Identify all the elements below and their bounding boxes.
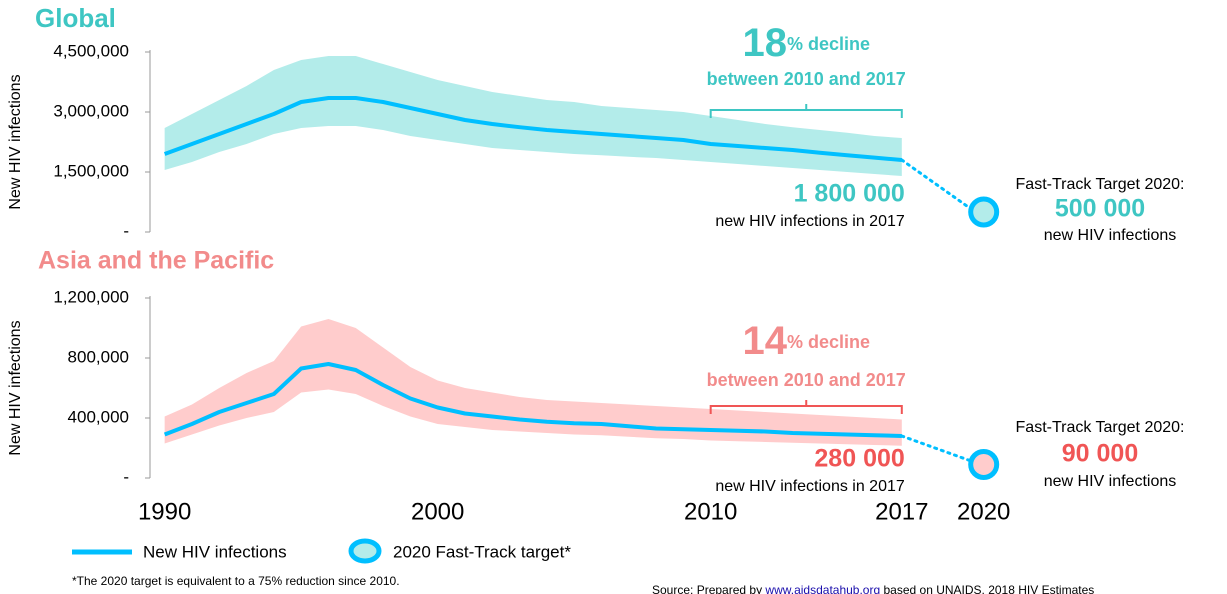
trend-line: [163, 362, 902, 438]
latest-value: 1 800 000: [794, 180, 905, 208]
y-axis-label: New HIV infections: [7, 320, 24, 455]
target-value: 500 000: [1055, 195, 1145, 223]
x-tick-label: 2020: [957, 498, 1010, 525]
decline-period: between 2010 and 2017: [707, 370, 906, 390]
target-marker: [968, 449, 1000, 480]
decline-suffix: % decline: [787, 332, 870, 352]
chart-title: Asia and the Pacific: [38, 247, 274, 275]
footnote: *The 2020 target is equivalent to a 75% …: [72, 574, 400, 588]
x-tick-label: 2017: [875, 498, 928, 525]
y-tick-label: 3,000,000: [53, 101, 129, 120]
chart-title: Global: [35, 3, 116, 33]
y-tick-label: 1,500,000: [53, 161, 129, 180]
uncertainty-band: [164, 319, 902, 446]
latest-value: 280 000: [814, 445, 904, 473]
source-suffix: based on UNAIDS, 2018 HIV Estimates: [880, 583, 1094, 594]
decline-percent: 18: [742, 21, 787, 65]
target-connector: [900, 158, 972, 210]
latest-caption: new HIV infections in 2017: [715, 478, 905, 495]
decline-bracket: [709, 400, 903, 414]
x-tick-label: 2000: [411, 498, 464, 525]
latest-caption: new HIV infections in 2017: [715, 213, 905, 230]
legend-label: 2020 Fast-Track target*: [393, 542, 571, 561]
y-tick-label: 400,000: [68, 407, 129, 426]
decline-suffix: % decline: [787, 34, 870, 54]
decline-label: 18% decline: [742, 21, 870, 65]
source-link[interactable]: www.aidsdatahub.org: [764, 583, 880, 594]
y-tick-label: -: [123, 467, 129, 486]
decline-percent: 14: [742, 319, 787, 363]
y-axis-label: New HIV infections: [7, 74, 24, 209]
trend-line: [163, 96, 902, 162]
target-heading: Fast-Track Target 2020:: [1016, 176, 1185, 193]
decline-bracket: [709, 104, 903, 118]
y-tick-label: -: [123, 221, 129, 240]
source: Source: Prepared by www.aidsdatahub.org …: [652, 583, 1094, 594]
y-tick-label: 4,500,000: [53, 41, 129, 60]
target-connector: [900, 434, 972, 462]
y-tick-label: 800,000: [68, 347, 129, 366]
target-caption: new HIV infections: [1044, 227, 1177, 244]
target-caption: new HIV infections: [1044, 473, 1177, 490]
target-value: 90 000: [1062, 440, 1138, 468]
decline-label: 14% decline: [742, 319, 870, 363]
target-marker: [968, 196, 1000, 228]
source-prefix: Source: Prepared by: [652, 583, 765, 594]
x-tick-label: 1990: [138, 498, 191, 525]
legend-target: [348, 538, 382, 564]
legend-label: New HIV infections: [143, 542, 287, 561]
decline-period: between 2010 and 2017: [707, 69, 906, 89]
y-tick-label: 1,200,000: [53, 287, 129, 306]
x-tick-label: 2010: [684, 498, 737, 525]
target-heading: Fast-Track Target 2020:: [1016, 419, 1185, 436]
